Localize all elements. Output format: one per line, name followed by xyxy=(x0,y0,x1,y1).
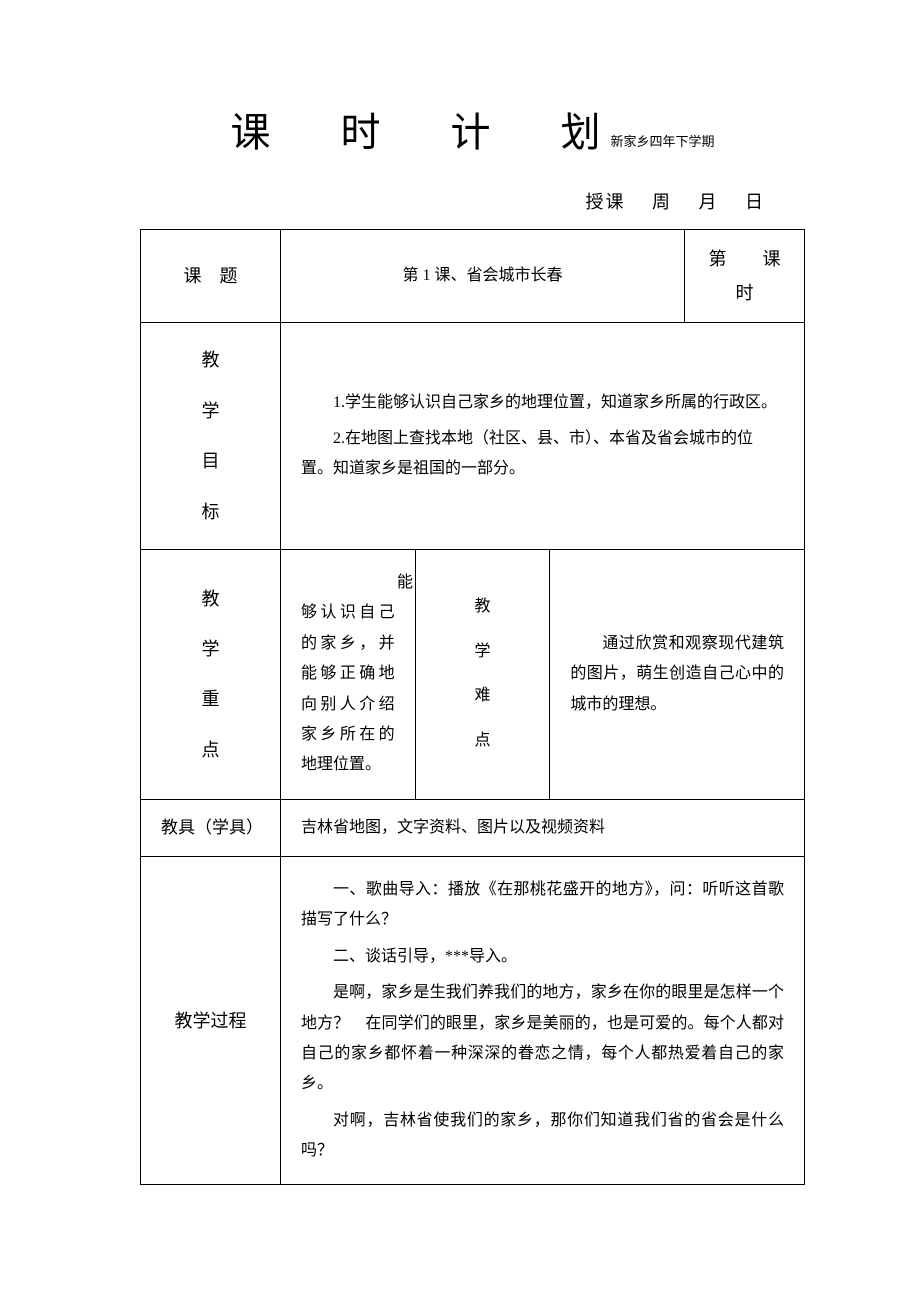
keypoints-content: 能够认识自己的家乡，并能够正确地向别人介绍家乡所在的地理位置。 xyxy=(281,549,416,799)
date-prefix: 授课 xyxy=(586,192,626,212)
keypoints-text: 能够认识自己的家乡，并能够正确地向别人介绍家乡所在的地理位置。 xyxy=(301,568,395,781)
process-p3: 是啊，家乡是生我们养我们的地方，家乡在你的眼里是怎样一个地方？ 在同学们的眼里，… xyxy=(301,978,784,1100)
difficulties-content: 通过欣赏和观察现代建筑的图片，萌生创造自己心中的城市的理想。 xyxy=(550,549,805,799)
process-label: 教学过程 xyxy=(141,856,281,1185)
day-label: 日 xyxy=(745,192,765,212)
title-row: 课 时 计 划 新家乡四年下学期 xyxy=(140,100,805,158)
period-label: 第 课时 xyxy=(685,230,805,323)
keypoints-label-text: 教 学 重 点 xyxy=(161,574,260,776)
tools-content: 吉林省地图，文字资料、图片以及视频资料 xyxy=(281,799,805,856)
goals-row: 教 学 目 标 1.学生能够认识自己家乡的地理位置，知道家乡所属的行政区。 2.… xyxy=(141,323,805,550)
process-p1: 一、歌曲导入：播放《在那桃花盛开的地方》，问：听听这首歌描写了什么？ xyxy=(301,875,784,936)
difficulties-label: 教 学 难 点 xyxy=(415,549,550,799)
tools-label: 教具（学具） xyxy=(141,799,281,856)
subtitle: 新家乡四年下学期 xyxy=(610,131,714,150)
goals-content: 1.学生能够认识自己家乡的地理位置，知道家乡所属的行政区。 2.在地图上查找本地… xyxy=(281,323,805,550)
process-row: 教学过程 一、歌曲导入：播放《在那桃花盛开的地方》，问：听听这首歌描写了什么？ … xyxy=(141,856,805,1185)
tools-row: 教具（学具） 吉林省地图，文字资料、图片以及视频资料 xyxy=(141,799,805,856)
goals-p2: 2.在地图上查找本地（社区、县、市）、本省及省会城市的位置。知道家乡是祖国的一部… xyxy=(301,424,784,485)
main-title: 课 时 计 划 xyxy=(230,100,630,158)
keypoints-label: 教 学 重 点 xyxy=(141,549,281,799)
period-suffix: 课时 xyxy=(736,249,781,303)
date-row: 授课 周 月 日 xyxy=(140,188,805,214)
keypoint-row: 教 学 重 点 能够认识自己的家乡，并能够正确地向别人介绍家乡所在的地理位置。 … xyxy=(141,549,805,799)
topic-content: 第 1 课、省会城市长春 xyxy=(281,230,685,323)
difficulties-label-text: 教 学 难 点 xyxy=(436,585,530,764)
process-p2: 二、谈话引导，***导入。 xyxy=(301,942,784,972)
process-content: 一、歌曲导入：播放《在那桃花盛开的地方》，问：听听这首歌描写了什么？ 二、谈话引… xyxy=(281,856,805,1185)
topic-row: 课 题 第 1 课、省会城市长春 第 课时 xyxy=(141,230,805,323)
period-prefix: 第 xyxy=(709,249,727,269)
goals-label-text: 教 学 目 标 xyxy=(161,335,260,537)
week-label: 周 xyxy=(652,192,672,212)
difficulties-text: 通过欣赏和观察现代建筑的图片，萌生创造自己心中的城市的理想。 xyxy=(570,629,784,720)
topic-label: 课 题 xyxy=(141,230,281,323)
process-p4: 对啊，吉林省使我们的家乡，那你们知道我们省的省会是什么吗？ xyxy=(301,1106,784,1167)
lesson-plan-table: 课 题 第 1 课、省会城市长春 第 课时 教 学 目 标 1.学生能够认识自己… xyxy=(140,229,805,1185)
goals-p1: 1.学生能够认识自己家乡的地理位置，知道家乡所属的行政区。 xyxy=(301,388,784,418)
goals-label: 教 学 目 标 xyxy=(141,323,281,550)
month-label: 月 xyxy=(699,192,719,212)
